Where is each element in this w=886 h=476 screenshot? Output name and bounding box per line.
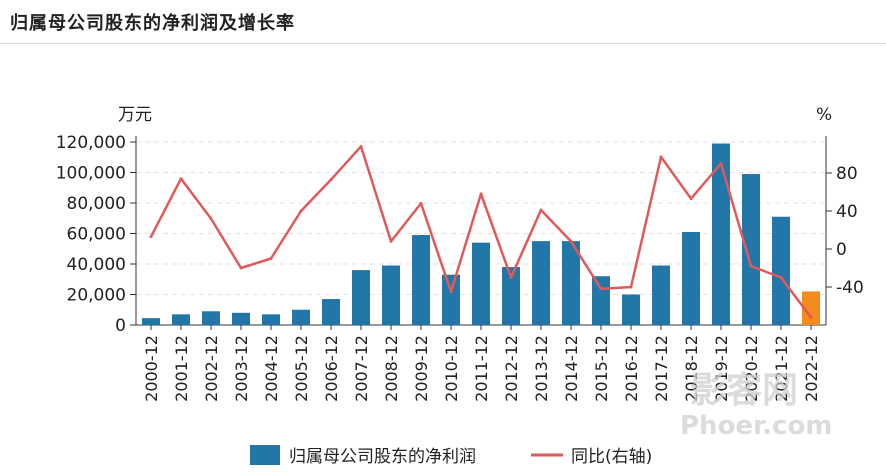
x-tick-label: 2021-12 bbox=[772, 335, 791, 402]
x-tick-label: 2019-12 bbox=[712, 335, 731, 402]
y-right-tick-label: -40 bbox=[836, 278, 864, 298]
line-point-2011-12 bbox=[479, 192, 483, 196]
line-point-2019-12 bbox=[719, 162, 723, 165]
x-tick-label: 2001-12 bbox=[172, 335, 191, 402]
line-point-2010-12 bbox=[449, 290, 453, 294]
x-tick-label: 2007-12 bbox=[352, 335, 371, 402]
y-right-tick-label: 40 bbox=[836, 202, 858, 222]
bar-2002-12 bbox=[202, 311, 220, 325]
x-tick-label: 2020-12 bbox=[742, 335, 761, 402]
bar-2001-12 bbox=[172, 314, 190, 325]
bar-2015-12 bbox=[592, 276, 610, 325]
y-left-unit: 万元 bbox=[118, 105, 152, 125]
bar-2018-12 bbox=[682, 231, 700, 325]
y-right-tick-label: 0 bbox=[836, 240, 847, 260]
bar-2022-12 bbox=[802, 291, 820, 325]
x-tick-label: 2000-12 bbox=[142, 335, 161, 402]
bar-2019-12 bbox=[712, 143, 730, 325]
line-point-2005-12 bbox=[299, 209, 303, 213]
y-right-tick-label: 80 bbox=[836, 164, 858, 184]
y-left-tick-label: 60,000 bbox=[67, 225, 126, 245]
line-point-2008-12 bbox=[389, 239, 393, 243]
y-left-tick-label: 100,000 bbox=[56, 164, 126, 184]
line-point-2006-12 bbox=[329, 178, 333, 182]
bar-2000-12 bbox=[142, 318, 160, 325]
line-point-2018-12 bbox=[689, 197, 693, 201]
x-tick-label: 2004-12 bbox=[262, 335, 281, 402]
line-point-2004-12 bbox=[269, 257, 273, 260]
bar-2005-12 bbox=[292, 309, 310, 325]
chart-header: 归属母公司股东的净利润及增长率 bbox=[0, 0, 886, 44]
x-tick-label: 2010-12 bbox=[442, 335, 461, 402]
line-point-2021-12 bbox=[779, 276, 783, 279]
x-tick-label: 2009-12 bbox=[412, 335, 431, 402]
bar-2003-12 bbox=[232, 312, 250, 325]
bar-2004-12 bbox=[262, 314, 280, 325]
line-point-2020-12 bbox=[749, 264, 753, 268]
chart-title: 归属母公司股东的净利润及增长率 bbox=[10, 13, 295, 34]
bar-2008-12 bbox=[382, 265, 400, 325]
y-left-tick-label: 40,000 bbox=[67, 255, 126, 275]
bar-2020-12 bbox=[742, 174, 760, 325]
bar-2012-12 bbox=[502, 267, 520, 325]
bar-2010-12 bbox=[442, 274, 460, 325]
bar-2006-12 bbox=[322, 299, 340, 325]
line-point-2000-12 bbox=[149, 235, 153, 239]
x-tick-label: 2012-12 bbox=[502, 335, 521, 402]
line-point-2022-12 bbox=[809, 315, 813, 319]
line-point-2016-12 bbox=[629, 285, 633, 289]
line-point-2017-12 bbox=[659, 155, 663, 159]
line-point-2009-12 bbox=[419, 201, 423, 205]
x-tick-label: 2002-12 bbox=[202, 335, 221, 402]
line-point-2013-12 bbox=[539, 208, 543, 212]
y-left-tick-label: 120,000 bbox=[56, 133, 126, 153]
y-left-tick-label: 0 bbox=[115, 316, 126, 336]
x-tick-label: 2015-12 bbox=[592, 335, 611, 402]
x-tick-label: 2017-12 bbox=[652, 335, 671, 402]
y-left-tick-label: 20,000 bbox=[67, 286, 126, 306]
line-point-2015-12 bbox=[599, 287, 603, 291]
line-point-2003-12 bbox=[239, 266, 243, 270]
bar-2011-12 bbox=[472, 242, 490, 325]
bar-2017-12 bbox=[652, 265, 670, 325]
x-tick-label: 2005-12 bbox=[292, 335, 311, 402]
x-tick-label: 2011-12 bbox=[472, 335, 491, 402]
bar-2014-12 bbox=[562, 241, 580, 325]
x-tick-label: 2013-12 bbox=[532, 335, 551, 402]
legend-bar-swatch bbox=[250, 445, 280, 465]
x-tick-label: 2022-12 bbox=[802, 335, 821, 402]
x-tick-label: 2016-12 bbox=[622, 335, 641, 402]
legend-line-label: 同比(右轴) bbox=[571, 447, 652, 467]
x-tick-label: 2003-12 bbox=[232, 335, 251, 402]
bar-2009-12 bbox=[412, 235, 430, 325]
line-point-2007-12 bbox=[359, 144, 363, 148]
line-point-2002-12 bbox=[209, 217, 213, 221]
line-point-2014-12 bbox=[569, 239, 573, 243]
line-point-2001-12 bbox=[179, 177, 183, 181]
x-tick-label: 2008-12 bbox=[382, 335, 401, 402]
line-point-2012-12 bbox=[509, 276, 513, 279]
x-tick-label: 2018-12 bbox=[682, 335, 701, 402]
bar-2013-12 bbox=[532, 241, 550, 325]
bar-2016-12 bbox=[622, 294, 640, 325]
x-tick-label: 2006-12 bbox=[322, 335, 341, 402]
x-tick-label: 2014-12 bbox=[562, 335, 581, 402]
bar-2021-12 bbox=[772, 216, 790, 325]
legend-bar-label: 归属母公司股东的净利润 bbox=[289, 447, 476, 467]
y-left-tick-label: 80,000 bbox=[67, 194, 126, 214]
y-right-unit: % bbox=[816, 105, 832, 125]
bar-2007-12 bbox=[352, 270, 370, 325]
